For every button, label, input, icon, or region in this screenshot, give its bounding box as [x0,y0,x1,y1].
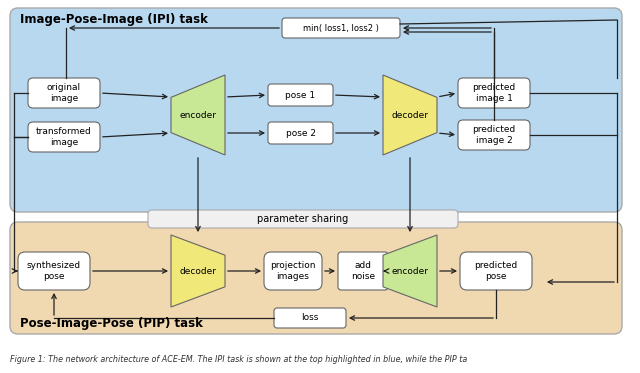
Polygon shape [171,75,225,155]
Polygon shape [383,75,437,155]
FancyBboxPatch shape [28,122,100,152]
Text: synthesized
pose: synthesized pose [27,261,81,281]
Text: pose 1: pose 1 [285,91,316,100]
Text: Figure 1: The network architecture of ACE-EM. The IPI task is shown at the top h: Figure 1: The network architecture of AC… [10,355,467,364]
Text: Pose-Image-Pose (PIP) task: Pose-Image-Pose (PIP) task [20,317,203,329]
Text: original
image: original image [47,83,81,103]
Text: pose 2: pose 2 [285,129,316,138]
Text: parameter sharing: parameter sharing [257,214,349,224]
FancyBboxPatch shape [458,78,530,108]
FancyBboxPatch shape [274,308,346,328]
Text: encoder: encoder [179,110,216,119]
Text: loss: loss [301,313,319,323]
Text: transformed
image: transformed image [36,127,92,147]
Polygon shape [383,235,437,307]
Text: decoder: decoder [392,110,429,119]
Polygon shape [171,235,225,307]
Text: add
noise: add noise [351,261,375,281]
FancyBboxPatch shape [458,120,530,150]
FancyBboxPatch shape [268,122,333,144]
FancyBboxPatch shape [10,222,622,334]
FancyBboxPatch shape [460,252,532,290]
Text: encoder: encoder [392,266,429,276]
Text: projection
images: projection images [270,261,316,281]
Text: predicted
image 1: predicted image 1 [472,83,516,103]
FancyBboxPatch shape [28,78,100,108]
Text: min( loss1, loss2 ): min( loss1, loss2 ) [303,23,379,32]
FancyBboxPatch shape [264,252,322,290]
FancyBboxPatch shape [268,84,333,106]
FancyBboxPatch shape [148,210,458,228]
Text: Image-Pose-Image (IPI) task: Image-Pose-Image (IPI) task [20,13,208,25]
Text: predicted
pose: predicted pose [474,261,518,281]
FancyBboxPatch shape [10,8,622,212]
FancyBboxPatch shape [18,252,90,290]
FancyBboxPatch shape [338,252,388,290]
Text: predicted
image 2: predicted image 2 [472,125,516,145]
Text: decoder: decoder [179,266,216,276]
FancyBboxPatch shape [282,18,400,38]
